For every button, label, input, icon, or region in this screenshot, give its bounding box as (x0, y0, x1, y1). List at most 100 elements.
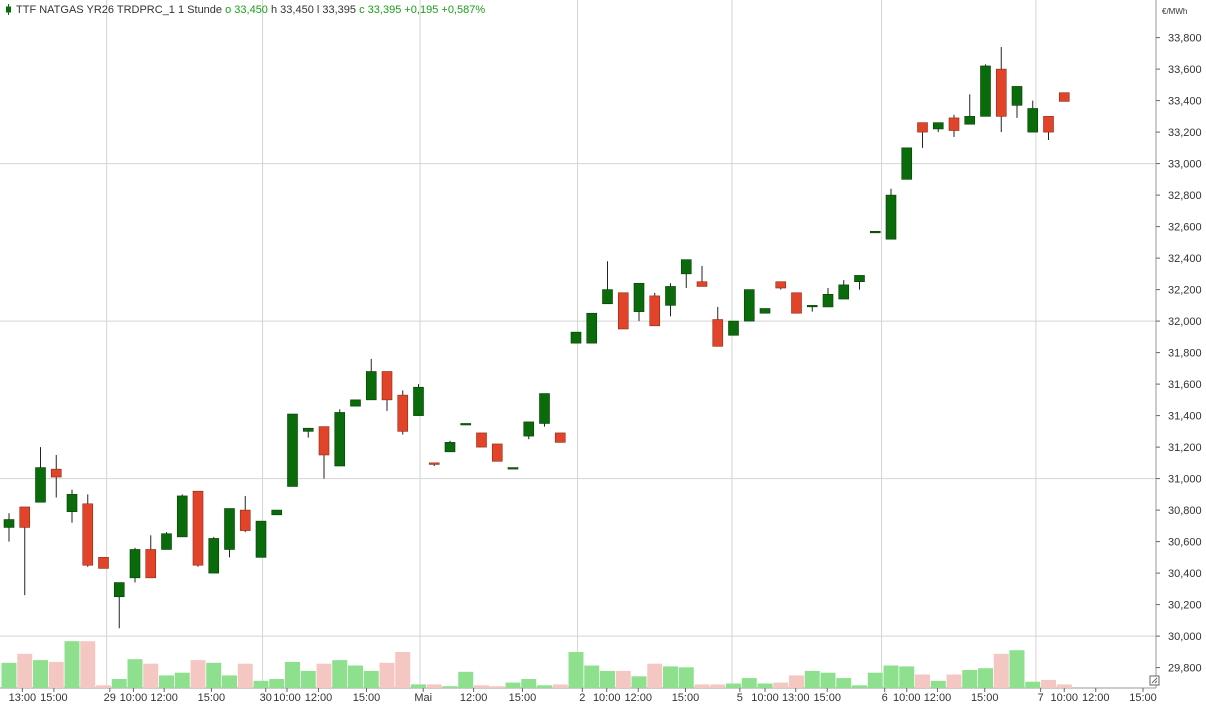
candle-body (602, 289, 613, 305)
candle[interactable] (287, 413, 298, 487)
candle-body (271, 509, 283, 516)
candle[interactable] (602, 261, 613, 305)
candle[interactable] (460, 423, 472, 426)
volume-bar (521, 679, 537, 688)
volume-bar (1, 662, 17, 688)
candle-body (35, 467, 46, 503)
candle[interactable] (586, 312, 598, 344)
interval-label: 1 Stunde (178, 4, 223, 16)
candle[interactable] (523, 421, 535, 440)
candle[interactable] (507, 467, 519, 470)
candle[interactable] (428, 462, 440, 466)
x-tick-label: 12:00 (460, 692, 488, 704)
candle[interactable] (775, 281, 787, 290)
x-tick-label: 13:00 (782, 692, 810, 704)
candle[interactable] (743, 289, 755, 322)
candle[interactable] (66, 489, 78, 523)
candle[interactable] (176, 494, 188, 538)
candle[interactable] (82, 494, 94, 567)
volume-bar (647, 663, 663, 688)
candle[interactable] (838, 280, 850, 300)
candle[interactable] (1058, 92, 1070, 102)
candle[interactable] (1011, 86, 1023, 118)
y-tick-label: 30,600 (1168, 537, 1202, 549)
volume-bar (237, 663, 253, 688)
candle[interactable] (712, 306, 724, 347)
candle[interactable] (98, 557, 109, 569)
candle[interactable] (302, 427, 314, 438)
resize-handle-icon[interactable] (1149, 675, 1160, 686)
candle[interactable] (649, 292, 661, 327)
candle[interactable] (381, 371, 393, 411)
candle[interactable] (1043, 116, 1054, 140)
candle-body (98, 557, 109, 569)
volume-bar (789, 675, 804, 688)
candle-body (917, 122, 928, 133)
candle[interactable] (208, 536, 220, 574)
candle[interactable] (476, 432, 487, 448)
candle[interactable] (948, 114, 960, 137)
candle[interactable] (1027, 100, 1039, 133)
candle[interactable] (271, 509, 283, 516)
candle-body (413, 386, 424, 416)
candle[interactable] (665, 283, 676, 317)
candle[interactable] (822, 288, 834, 308)
candle[interactable] (791, 292, 802, 314)
candle[interactable] (806, 305, 818, 312)
candle[interactable] (397, 390, 409, 435)
candle[interactable] (901, 147, 913, 180)
candle[interactable] (854, 275, 865, 290)
candle[interactable] (255, 520, 267, 558)
candle[interactable] (869, 231, 881, 234)
candle[interactable] (50, 454, 62, 498)
x-axis: 13:00 15:00 29 10:00 12:00 15:00 30 10:00 12:00 1… (9, 688, 1157, 704)
candle[interactable] (161, 532, 172, 550)
candle[interactable] (413, 384, 424, 416)
candle[interactable] (633, 282, 645, 322)
candle[interactable] (192, 490, 204, 567)
candle-body (1011, 86, 1023, 106)
candle[interactable] (3, 513, 15, 542)
candle[interactable] (365, 358, 377, 401)
candle[interactable] (696, 265, 708, 287)
candle-body (806, 305, 818, 308)
y-tick-label: 29,800 (1168, 663, 1202, 675)
candle[interactable] (995, 47, 1007, 133)
candle[interactable] (932, 122, 944, 133)
candle[interactable] (728, 320, 739, 336)
candle[interactable] (444, 440, 456, 453)
candle[interactable] (885, 188, 897, 240)
candle[interactable] (113, 582, 125, 629)
y-tick-label: 32,200 (1168, 285, 1202, 297)
candle-body (696, 281, 708, 287)
volume-bar (773, 682, 789, 688)
volume-bar (316, 663, 332, 688)
candle-body (491, 443, 503, 462)
instrument-header: TTF NATGAS YR26 TRDPRC_1 1 Stunde o 33,4… (4, 3, 485, 17)
candle[interactable] (350, 399, 361, 407)
candle[interactable] (334, 409, 346, 467)
candle[interactable] (129, 547, 141, 583)
candle[interactable] (19, 506, 31, 596)
candle[interactable] (980, 64, 991, 117)
candle[interactable] (917, 122, 928, 148)
candle[interactable] (145, 535, 157, 579)
candle[interactable] (964, 94, 976, 125)
volume-bar (143, 663, 159, 688)
candle[interactable] (759, 308, 771, 314)
candle[interactable] (239, 495, 251, 533)
candle[interactable] (570, 331, 582, 344)
candle[interactable] (491, 443, 503, 462)
candle[interactable] (617, 292, 629, 330)
candle[interactable] (539, 393, 550, 427)
candle-body (1043, 116, 1054, 133)
candle[interactable] (554, 432, 566, 443)
candle[interactable] (318, 426, 330, 479)
candle[interactable] (680, 259, 692, 289)
candle[interactable] (224, 508, 235, 558)
candle[interactable] (35, 447, 46, 503)
volume-bar (332, 660, 348, 688)
candle-body (82, 503, 94, 566)
volume-bar (64, 641, 80, 688)
